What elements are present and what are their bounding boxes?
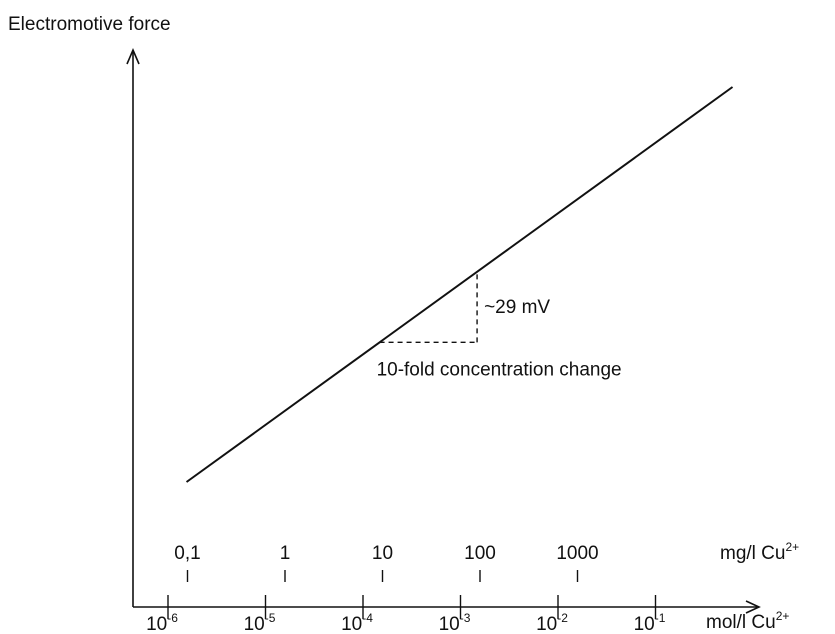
x-axis-arrow	[745, 600, 761, 614]
x-top-unit-text: mg/l Cu	[720, 543, 785, 564]
top-tick-label-1: 1	[280, 543, 291, 564]
bottom-tick-exp-2: -4	[362, 611, 373, 625]
top-tick-label-0: 0,1	[174, 543, 200, 564]
x-bottom-unit-label: mol/l Cu2+	[706, 609, 789, 633]
bottom-tick-label-3: 10-3	[439, 611, 471, 634]
bottom-tick-label-1: 10-5	[244, 611, 276, 634]
bottom-tick-exp-0: -6	[167, 611, 178, 625]
bottom-tick-label-5: 10-1	[634, 611, 666, 634]
bottom-tick-exp-1: -5	[265, 611, 276, 625]
bottom-tick-base-5: 10	[634, 614, 655, 634]
top-tick-label-2: 10	[372, 543, 393, 564]
bottom-tick-base-0: 10	[146, 614, 167, 634]
top-tick-label-3: 100	[464, 543, 496, 564]
emf-series-line	[185, 86, 734, 483]
bottom-tick-group: 10-6 10-5 10-4 10-3 10-2 10-1	[146, 595, 666, 634]
bottom-tick-label-0: 10-6	[146, 611, 178, 634]
bottom-tick-label-2: 10-4	[341, 611, 373, 634]
bottom-tick-exp-5: -1	[655, 611, 666, 625]
bottom-tick-base-3: 10	[439, 614, 460, 634]
y-axis-arrow	[126, 47, 140, 65]
y-axis-label: Electromotive force	[8, 14, 171, 35]
x-top-unit-sup: 2+	[785, 540, 799, 554]
bottom-tick-base-1: 10	[244, 614, 265, 634]
slope-concentration-label: 10-fold concentration change	[377, 359, 622, 380]
bottom-tick-label-4: 10-2	[536, 611, 568, 634]
bottom-tick-exp-3: -3	[460, 611, 471, 625]
bottom-tick-base-2: 10	[341, 614, 362, 634]
top-tick-label-4: 1000	[556, 543, 598, 564]
slope-mv-label: ~29 mV	[484, 297, 550, 318]
x-bottom-unit-sup: 2+	[776, 609, 790, 623]
top-tick-group: 0,1 1 10 100 1000	[174, 543, 599, 582]
x-top-unit-label: mg/l Cu2+	[720, 540, 799, 564]
bottom-tick-exp-4: -2	[557, 611, 568, 625]
x-bottom-unit-text: mol/l Cu	[706, 612, 776, 633]
bottom-tick-base-4: 10	[536, 614, 557, 634]
